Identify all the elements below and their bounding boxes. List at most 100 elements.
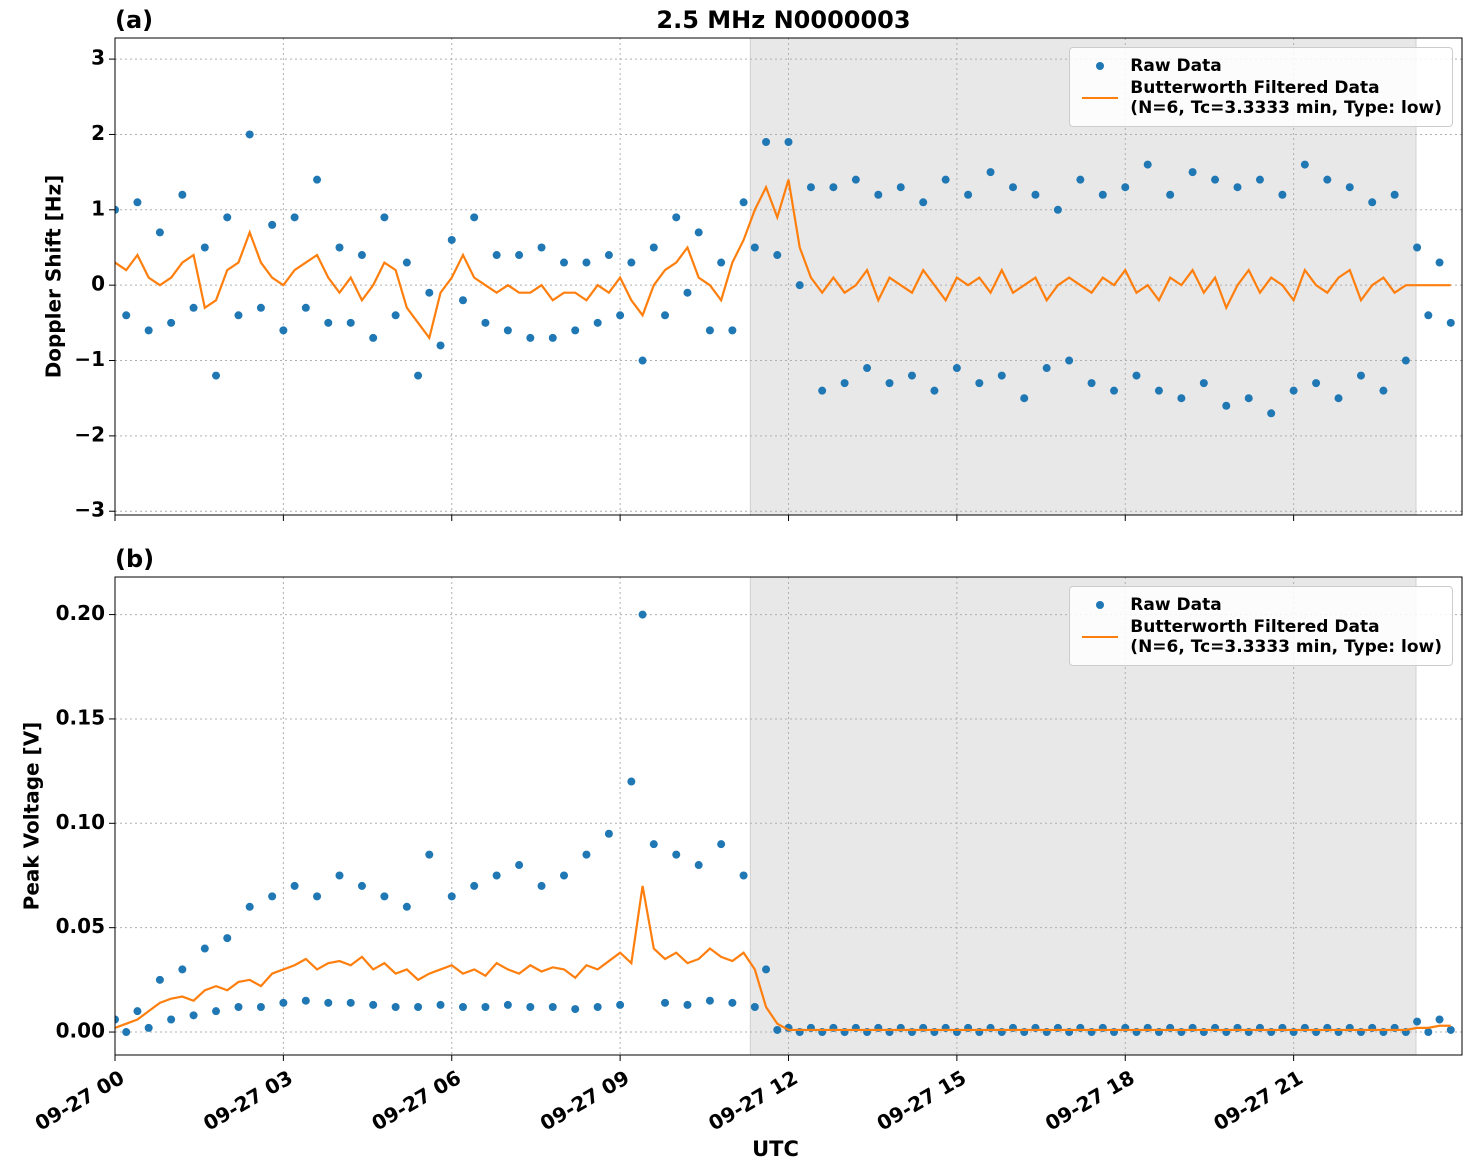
- raw-point: [1368, 198, 1377, 207]
- x-tick-label: 09-27 09: [536, 1065, 634, 1135]
- raw-point: [256, 303, 265, 312]
- raw-point: [784, 137, 793, 146]
- raw-point: [885, 379, 894, 388]
- raw-point: [268, 220, 277, 229]
- raw-point: [537, 881, 546, 890]
- raw-point: [975, 379, 984, 388]
- raw-point: [1300, 160, 1309, 169]
- y-tick-label: −1: [74, 347, 105, 371]
- raw-point: [1233, 183, 1242, 192]
- raw-point: [694, 861, 703, 870]
- filtered-line: [115, 179, 1451, 341]
- raw-point: [391, 311, 400, 320]
- raw-point: [919, 198, 928, 207]
- raw-point: [1413, 243, 1422, 252]
- raw-point: [997, 371, 1006, 380]
- raw-point: [481, 318, 490, 327]
- raw-point: [167, 318, 176, 327]
- raw-point: [1211, 175, 1220, 184]
- raw-point: [1334, 394, 1343, 403]
- raw-point: [1065, 356, 1074, 365]
- raw-point: [1413, 1017, 1422, 1026]
- raw-point: [234, 311, 243, 320]
- raw-point: [470, 881, 479, 890]
- raw-point: [1323, 175, 1332, 184]
- raw-point: [324, 998, 333, 1007]
- raw-point: [1379, 386, 1388, 395]
- y-tick-label: 0.10: [56, 810, 105, 834]
- raw-point: [548, 1002, 557, 1011]
- raw-point: [638, 610, 647, 619]
- raw-point: [200, 243, 209, 252]
- raw-point: [402, 258, 411, 267]
- raw-point: [447, 892, 456, 901]
- raw-point: [223, 213, 232, 222]
- raw-point: [863, 364, 872, 373]
- raw-point: [964, 190, 973, 199]
- raw-point: [189, 1011, 198, 1020]
- raw-point: [313, 892, 322, 901]
- raw-point: [571, 1005, 580, 1014]
- raw-point: [649, 243, 658, 252]
- raw-point: [492, 871, 501, 880]
- raw-point: [795, 281, 804, 290]
- raw-point: [290, 213, 299, 222]
- raw-point: [1222, 401, 1231, 410]
- raw-point: [717, 258, 726, 267]
- raw-point: [115, 1015, 119, 1024]
- raw-point: [739, 198, 748, 207]
- raw-point: [616, 311, 625, 320]
- raw-point: [627, 777, 636, 786]
- raw-point: [683, 288, 692, 297]
- raw-point: [515, 861, 524, 870]
- raw-point: [380, 892, 389, 901]
- raw-point: [806, 183, 815, 192]
- y-tick-label: 1: [91, 196, 105, 220]
- raw-point: [627, 258, 636, 267]
- legend-label: Butterworth Filtered Data (N=6, Tc=3.333…: [1130, 78, 1442, 118]
- raw-point: [133, 198, 142, 207]
- raw-point: [1244, 394, 1253, 403]
- raw-point: [762, 965, 771, 974]
- raw-point: [380, 213, 389, 222]
- legend-entry: Butterworth Filtered Data (N=6, Tc=3.333…: [1080, 78, 1442, 118]
- raw-point: [762, 137, 771, 146]
- panel-label: (b): [115, 545, 154, 573]
- y-tick-label: 0.05: [56, 914, 105, 938]
- raw-point: [155, 975, 164, 984]
- raw-point: [773, 1025, 782, 1034]
- raw-point: [144, 326, 153, 335]
- raw-point: [212, 371, 221, 380]
- raw-point: [458, 296, 467, 305]
- raw-point: [548, 333, 557, 342]
- raw-point: [1267, 409, 1276, 418]
- raw-point: [313, 175, 322, 184]
- y-axis-label: Peak Voltage [V]: [20, 722, 44, 911]
- raw-point: [649, 840, 658, 849]
- raw-point: [1356, 371, 1365, 380]
- raw-point: [212, 1007, 221, 1016]
- filtered-line: [115, 885, 1451, 1032]
- axes-frame: [114, 576, 1463, 1056]
- raw-point: [1166, 190, 1175, 199]
- legend-label: Raw Data: [1130, 56, 1222, 76]
- x-tick-label: 09-27 15: [873, 1065, 971, 1135]
- raw-point: [223, 934, 232, 943]
- raw-point: [1424, 311, 1433, 320]
- raw-point: [840, 379, 849, 388]
- raw-point: [560, 258, 568, 267]
- raw-point: [503, 326, 512, 335]
- raw-point: [324, 318, 333, 327]
- raw-point: [481, 1002, 490, 1011]
- y-tick-label: −3: [74, 498, 105, 522]
- raw-point: [818, 386, 827, 395]
- x-tick-label: 09-27 21: [1209, 1065, 1307, 1135]
- raw-point: [492, 251, 501, 260]
- raw-point: [279, 998, 288, 1007]
- raw-point: [1401, 356, 1410, 365]
- raw-point: [582, 850, 591, 859]
- raw-point: [245, 902, 254, 911]
- axes-frame: [114, 37, 1463, 516]
- raw-point: [234, 1002, 243, 1011]
